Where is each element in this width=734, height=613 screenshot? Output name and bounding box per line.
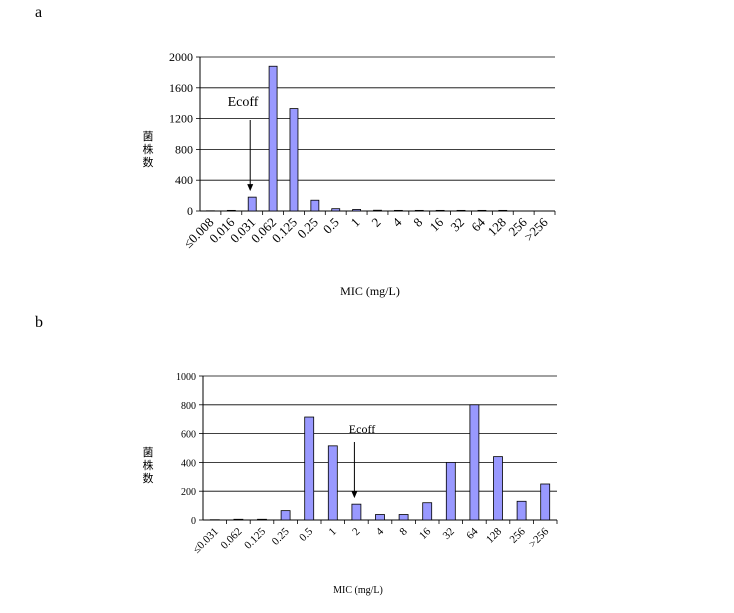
x-tick-label-1-2: 0.125 (242, 525, 268, 551)
bar-1-7 (375, 514, 385, 521)
bar-0-12 (456, 209, 466, 212)
x-tick-label-0-8: 2 (368, 215, 383, 230)
x-tick-label-0-16: >256 (521, 214, 551, 244)
x-tick-label-1-14: >256 (527, 525, 552, 550)
x-tick-label-0-12: 32 (447, 215, 467, 235)
bar-0-3 (268, 65, 278, 212)
y-axis-label-char-1-1: 株 (143, 458, 154, 472)
bar-1-14 (540, 483, 551, 521)
y-axis-label-char-1-2: 数 (143, 472, 154, 485)
y-axis-label-char-0-0: 菌 (143, 130, 154, 143)
x-tick-label-0-9: 4 (389, 214, 405, 230)
bar-1-11 (469, 404, 480, 521)
bar-0-14 (498, 209, 508, 212)
bar-0-6 (331, 208, 341, 212)
bar-1-1 (233, 518, 244, 521)
bar-0-2 (247, 196, 257, 212)
bar-0-4 (289, 108, 299, 212)
y-tick-label-0-5: 2000 (169, 50, 193, 64)
bar-1-3 (280, 510, 291, 521)
y-tick-label-1-5: 1000 (176, 372, 196, 383)
x-tick-label-0-13: 64 (468, 214, 488, 234)
x-tick-label-1-13: 256 (508, 525, 529, 546)
x-tick-label-0-14: 128 (485, 215, 509, 239)
panel-label-a: a (35, 4, 43, 21)
bar-1-9 (422, 502, 433, 521)
ecoff-annotation-1: Ecoff (349, 422, 375, 436)
ecoff-arrowhead-1 (351, 491, 358, 499)
y-tick-label-1-1: 200 (181, 487, 196, 498)
y-axis-label-char-1-0: 菌 (143, 446, 154, 459)
bar-1-10 (445, 461, 456, 521)
x-tick-label-1-6: 2 (350, 526, 362, 538)
x-tick-label-1-1: 0.062 (219, 526, 245, 552)
x-tick-label-1-7: 4 (374, 525, 387, 538)
bar-0-1 (226, 209, 236, 212)
x-tick-label-1-9: 16 (417, 525, 434, 542)
bar-1-4 (304, 416, 315, 521)
bar-1-13 (516, 500, 527, 521)
x-tick-label-1-11: 64 (464, 525, 481, 542)
bar-0-11 (435, 209, 445, 212)
x-tick-label-0-5: 0.25 (294, 215, 321, 242)
ecoff-annotation-0: Ecoff (228, 95, 259, 110)
x-tick-label-1-10: 32 (441, 526, 457, 542)
bar-1-8 (398, 514, 409, 521)
x-tick-label-1-8: 8 (397, 525, 410, 538)
y-axis-label-char-0-2: 数 (143, 156, 154, 169)
x-tick-label-1-12: 128 (484, 525, 505, 546)
x-axis-label-1: MIC (mg/L) (333, 585, 383, 596)
y-tick-label-1-4: 800 (181, 401, 196, 412)
y-tick-label-0-2: 800 (175, 142, 193, 156)
y-tick-label-1-3: 600 (181, 430, 196, 441)
x-tick-label-0-11: 16 (426, 214, 446, 234)
x-tick-label-0-6: 0.5 (320, 215, 342, 237)
y-tick-label-1-2: 400 (181, 458, 196, 469)
y-axis-label-char-0-1: 株 (143, 142, 154, 156)
bar-1-12 (493, 456, 503, 521)
x-tick-label-1-4: 0.5 (297, 525, 316, 544)
x-tick-label-1-3: 0.25 (270, 525, 292, 547)
x-tick-label-0-7: 1 (348, 215, 363, 230)
bar-0-10 (414, 209, 424, 212)
bar-0-13 (477, 209, 487, 212)
bar-0-9 (393, 209, 403, 212)
bar-1-2 (257, 518, 267, 521)
y-tick-label-0-0: 0 (187, 204, 193, 218)
x-tick-label-1-5: 1 (327, 526, 339, 538)
bar-1-6 (351, 503, 362, 521)
y-tick-label-1-0: 0 (191, 516, 196, 527)
ecoff-arrowhead-0 (247, 184, 254, 192)
x-axis-label-0: MIC (mg/L) (340, 284, 400, 298)
bar-0-8 (373, 209, 382, 212)
x-tick-label-0-10: 8 (410, 215, 425, 230)
bar-1-5 (327, 445, 338, 521)
bar-0-7 (352, 209, 362, 212)
bar-0-5 (310, 199, 320, 212)
panel-label-b: b (35, 314, 43, 331)
x-tick-label-1-0: ≤0.031 (191, 526, 221, 556)
y-tick-label-0-1: 400 (175, 173, 193, 187)
y-tick-label-0-4: 1600 (169, 81, 193, 95)
y-tick-label-0-3: 1200 (169, 112, 193, 126)
